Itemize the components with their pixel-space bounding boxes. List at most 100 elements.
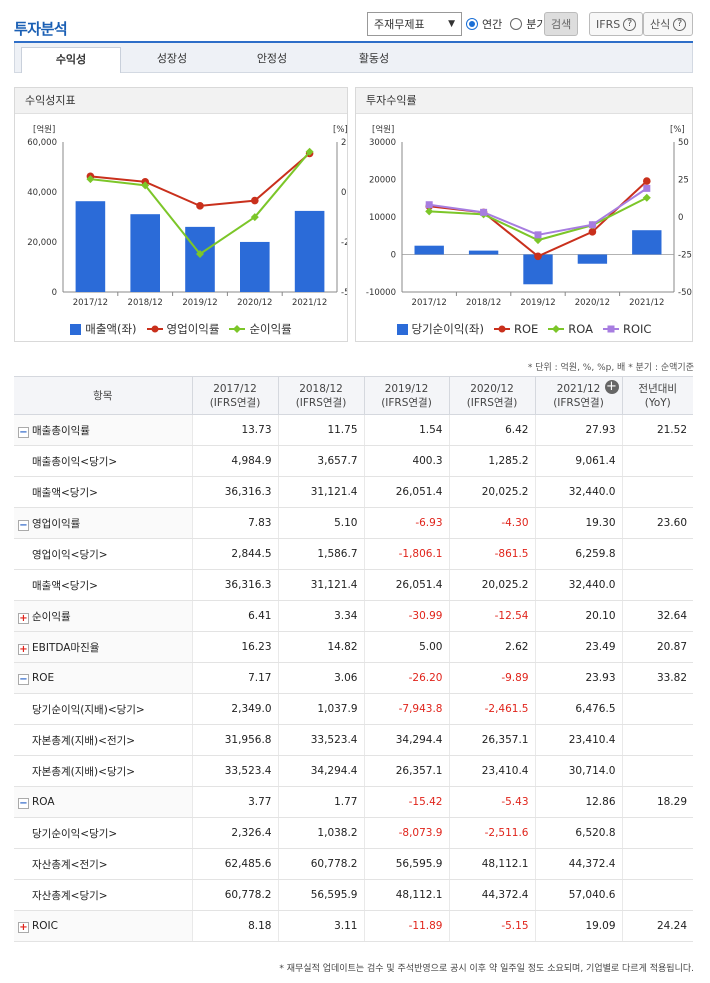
row-label: 당기순이익<당기> [14,817,192,849]
table-cell [621,848,693,880]
collapse-icon[interactable]: − [18,797,29,809]
table-row: 당기순이익<당기> 2,326.4 1,038.2 -8,073.9 -2,511.6 6… [14,817,693,849]
expand-icon[interactable]: + [18,643,29,655]
tab-activity[interactable]: 활동성 [358,52,390,65]
legend-line-icon [146,325,163,333]
row-label[interactable]: + ROIC [14,910,192,942]
table-cell: 16.23 [191,631,278,663]
table-cell: 7.83 [191,507,278,539]
x-tick-label: 2018/12 [128,298,163,308]
expand-icon[interactable]: + [18,921,29,933]
radio-quarter-label[interactable]: 분기 [526,18,547,31]
table-cell: 2.62 [448,631,535,663]
table-cell: 31,121.4 [277,569,364,601]
table-cell: -5.15 [448,910,535,942]
tab-growth[interactable]: 성장성 [156,52,188,65]
x-tick-label: 2021/12 [629,298,664,308]
search-button[interactable]: 검색 [544,12,579,36]
row-label: 당기순이익(지배)<당기> [14,693,192,725]
left-axis-unit: [억원] [372,124,394,135]
bar [75,201,106,292]
table-cell: 36,316.3 [191,569,278,601]
table-cell: 5.10 [277,507,364,539]
chart-legend: 당기순이익(좌) ROE ROA ROIC [356,321,692,337]
right-tick-label: 50 [678,138,689,148]
row-label[interactable]: − 영업이익률 [14,507,192,539]
expand-icon[interactable]: + [18,612,29,624]
right-tick-label: 25 [678,176,689,186]
row-label: 매출총이익<당기> [14,445,192,477]
table-row: 당기순이익(지배)<당기> 2,349.0 1,037.9 -7,943.8 -2,46… [14,693,693,725]
table-cell: 32,440.0 [534,569,622,601]
legend-label: 영업이익률 [166,322,220,336]
table-cell: 23.93 [534,662,622,694]
table-cell: 3.06 [277,662,364,694]
profitability-table: 항목 2017/12 (IFRS연결) 2018/12 (IFRS연결) 2019/12(… [14,376,693,942]
row-label: 매출액<당기> [14,476,192,508]
statement-select[interactable]: 주재무제표 ▼ [367,12,462,36]
collapse-icon[interactable]: − [18,519,29,531]
radio-quarter[interactable] [510,18,523,30]
table-cell: 6,476.5 [534,693,622,725]
row-label[interactable]: − 매출총이익률 [14,414,192,446]
page-title: 투자분석 [14,20,68,38]
tab-profitability[interactable]: 수익성 [21,47,121,73]
table-cell: 34,294.4 [363,724,449,756]
right-tick-label: -50 [341,288,347,298]
table-cell: 26,357.1 [448,724,535,756]
table-cell: 32.64 [621,600,693,632]
right-tick-label: 0 [341,188,346,198]
legend-label: ROA [568,322,593,336]
table-cell: 27.93 [534,414,622,446]
legend-swatch [70,323,82,335]
row-label[interactable]: − ROE [14,662,192,694]
table-cell: 48,112.1 [363,879,449,911]
table-cell: -2,511.6 [448,817,535,849]
row-label[interactable]: + 순이익률 [14,600,192,632]
collapse-icon[interactable]: − [18,673,29,685]
radio-annual[interactable] [466,18,478,30]
point [250,213,259,222]
x-tick-label: 2020/12 [237,298,272,308]
table-cell: 12.86 [534,786,622,818]
formula-button[interactable]: 산식 ? [643,12,694,36]
legend-item: ROIC [603,322,651,336]
ifrs-button[interactable]: IFRS ? [589,12,644,36]
point [588,221,596,229]
table-row: 자본총계(지배)<당기> 33,523.4 34,294.4 26,357.1 23,4… [14,755,693,787]
add-column-icon[interactable]: + [604,379,619,394]
tab-stability[interactable]: 안정성 [256,52,288,65]
bar [468,250,499,255]
table-cell: 33,523.4 [191,755,278,787]
table-cell: 23,410.4 [448,755,535,787]
table-cell: 20.87 [621,631,693,663]
table-cell: 31,121.4 [277,476,364,508]
legend-item: 순이익률 [229,321,292,337]
table-cell: 2,326.4 [191,817,278,849]
row-label[interactable]: + EBITDA마진율 [14,631,192,663]
table-cell: 26,051.4 [363,476,449,508]
table-cell [621,693,693,725]
table-cell: -1,806.1 [363,538,449,570]
legend-item: ROE [493,322,538,336]
table-cell: 20.10 [534,600,622,632]
legend-item: 매출액(좌) [70,321,137,337]
bar [130,214,160,292]
table-cell: 62,485.6 [191,848,278,880]
return-chart: [억원] [%] 30000 20000 10000 0 -10000 50 25 0 -25 -50… [366,124,692,308]
row-label[interactable]: − ROA [14,786,192,818]
table-cell: 34,294.4 [277,755,364,787]
table-cell: 6.42 [448,414,535,446]
legend-swatch [396,323,408,335]
right-tick-label: -50 [678,288,692,298]
tab-bar: 수익성 성장성 안정성 활동성 [14,43,693,73]
table-cell: -9.89 [448,662,535,694]
collapse-icon[interactable]: − [18,426,29,438]
left-tick-label: 20000 [369,176,396,186]
left-tick-label: 0 [52,288,57,298]
legend-item: 영업이익률 [146,321,220,337]
table-cell: 56,595.9 [363,848,449,880]
legend-label: 매출액(좌) [85,322,137,336]
radio-annual-label[interactable]: 연간 [482,18,503,31]
table-row: 영업이익<당기> 2,844.5 1,586.7 -1,806.1 -861.5 6,25… [14,538,693,570]
